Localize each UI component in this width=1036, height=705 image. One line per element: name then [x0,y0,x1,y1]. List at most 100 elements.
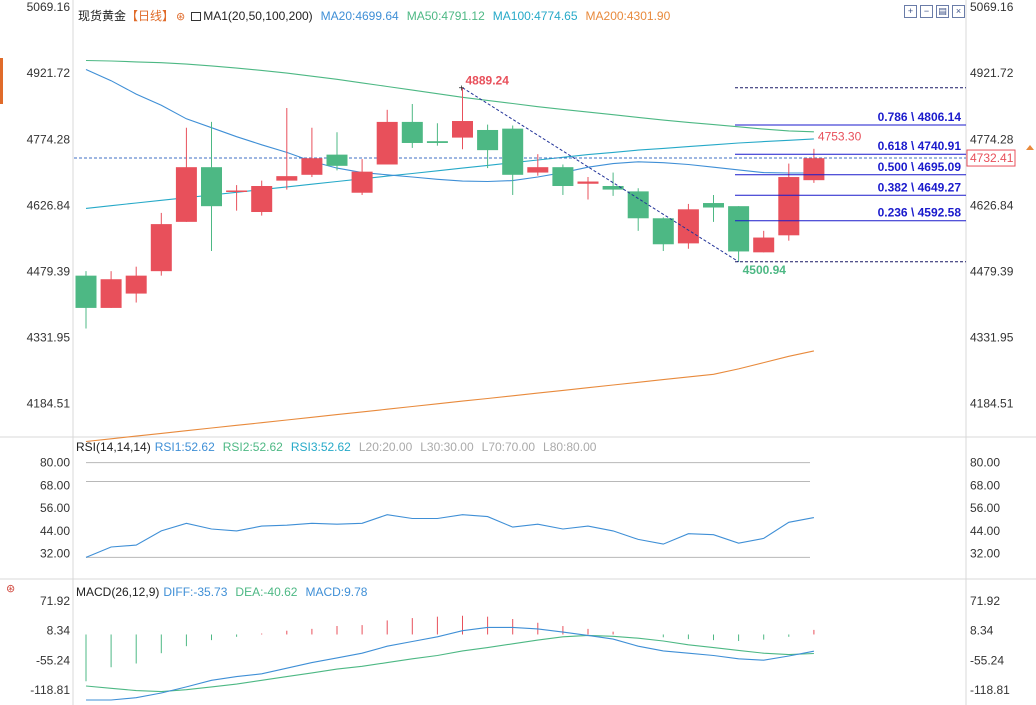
price-tick-left-1: 4921.72 [27,66,71,80]
candle-body [125,275,147,294]
macd-dea-line [85,634,814,693]
macd-value: MACD:9.78 [305,585,368,599]
macd-tick-right-0: 71.92 [970,594,1000,608]
rsi-tick-right-2: 56.00 [970,501,1000,515]
fib-label-0.500: 0.500 \ 4695.09 [878,160,962,174]
ma50-line [85,59,814,133]
fib-label-0.786: 0.786 \ 4806.14 [878,110,962,124]
candle-body [753,237,775,253]
rsi-tick-left-4: 32.00 [40,547,70,561]
price-tick-right-0: 5069.16 [970,0,1014,14]
fib-label-0.236: 0.236 \ 4592.58 [878,206,962,220]
layout-icon[interactable]: ▤ [936,5,949,18]
price-tick-left-2: 4774.28 [27,132,71,146]
candle-body [477,129,499,151]
last-high-label: 4753.30 [818,130,862,144]
ma50-value: MA50:4791.12 [406,9,485,23]
macd-tick-right-3: -118.81 [970,683,1010,697]
swing-high-marker: + [459,84,465,95]
price-tick-right-3: 4626.84 [970,198,1014,212]
l20-value: L20:20.00 [358,440,413,454]
candle-body [803,158,825,181]
candle-body [401,121,423,143]
macd-tick-left-0: 71.92 [40,594,70,608]
ma200-value: MA200:4301.90 [585,9,671,23]
candle-body [677,209,699,244]
settings-gear-icon[interactable]: ⊛ [176,11,186,23]
ma-indicator-label[interactable]: MA1(20,50,100,200) [203,9,313,23]
candle-body [150,224,172,272]
rsi-tick-left-0: 80.00 [40,456,70,470]
l70-value: L70:70.00 [481,440,536,454]
rsi-tick-left-2: 56.00 [40,501,70,515]
macd-tick-right-1: 8.34 [970,624,994,638]
rsi-line [85,514,815,558]
price-tick-left-0: 5069.16 [27,0,71,14]
candle-body [778,177,800,236]
candle-body [251,186,273,213]
macd-diff-line [86,626,815,701]
macd-label[interactable]: MACD(26,12,9) [76,585,160,599]
dea-value: DEA:-40.62 [235,585,298,599]
candle-body [527,167,549,173]
macd-tick-left-3: -118.81 [30,683,70,697]
fib-label-0.382: 0.382 \ 4649.27 [878,180,962,194]
price-tick-right-4: 4479.39 [970,264,1014,278]
rsi-label[interactable]: RSI(14,14,14) [76,440,151,454]
period-selector[interactable]: 【日线】 [126,9,175,23]
candle-body [602,186,624,190]
l30-value: L30:30.00 [420,440,474,454]
price-tick-right-1: 4921.72 [970,66,1014,80]
rsi2-value: RSI2:52.62 [222,440,283,454]
price-alert-icon [1026,145,1034,151]
rsi-header: RSI(14,14,14) RSI1:52.62 RSI2:52.62 RSI3:52… [76,440,604,454]
candle-body [452,121,473,138]
swing-low-label: 4500.94 [743,263,787,277]
candle-body [301,158,323,175]
left-edge-marker [0,58,3,104]
candle-body [201,167,222,207]
price-tick-left-4: 4479.39 [27,264,71,278]
ma20-line [85,68,814,183]
macd-tick-right-2: -55.24 [970,653,1004,667]
rsi1-value: RSI1:52.62 [154,440,215,454]
zoom-out-icon[interactable]: − [920,5,933,18]
zoom-in-icon[interactable]: + [904,5,917,18]
rsi-tick-left-3: 44.00 [40,524,70,538]
macd-header: MACD(26,12,9) DIFF:-35.73 DEA:-40.62 MACD:9… [76,585,375,599]
price-tick-right-5: 4331.95 [970,331,1014,345]
candle-body [326,154,348,166]
close-icon[interactable]: × [952,5,965,18]
price-tick-right-2: 4774.28 [970,132,1014,146]
candle-body [703,203,724,208]
symbol-title: 现货黄金 [78,9,127,23]
candle-body [226,190,248,192]
candle-body [351,171,373,193]
candle-body [376,121,398,165]
rsi-tick-left-1: 68.00 [40,478,70,492]
ma200-line [85,350,815,443]
rsi-tick-right-0: 80.00 [970,456,1000,470]
price-tick-left-3: 4626.84 [27,198,71,212]
rsi-tick-right-4: 32.00 [970,547,1000,561]
ma20-value: MA20:4699.64 [320,9,399,23]
candle-body [728,206,750,252]
candle-body [652,218,674,245]
ma100-value: MA100:4774.65 [492,9,578,23]
main-header: 现货黄金【日线】 ⊛ MA1(20,50,100,200) MA20:4699.64 M… [78,7,678,24]
rsi-tick-right-3: 44.00 [970,524,1000,538]
rsi-tick-right-1: 68.00 [970,478,1000,492]
candle-body [502,128,524,175]
l80-value: L80:80.00 [543,440,597,454]
price-tick-left-6: 4184.51 [27,397,71,411]
candle-body [552,167,574,187]
candle-body [100,279,122,308]
swing-trend-line [462,87,739,263]
candle-body [627,191,649,219]
swing-high-label: 4889.24 [466,74,510,88]
macd-settings-icon[interactable]: ⊛ [6,582,16,595]
ma-indicator-icon [191,12,202,21]
macd-tick-left-1: 8.34 [47,624,71,638]
macd-tick-left-2: -55.24 [36,653,70,667]
